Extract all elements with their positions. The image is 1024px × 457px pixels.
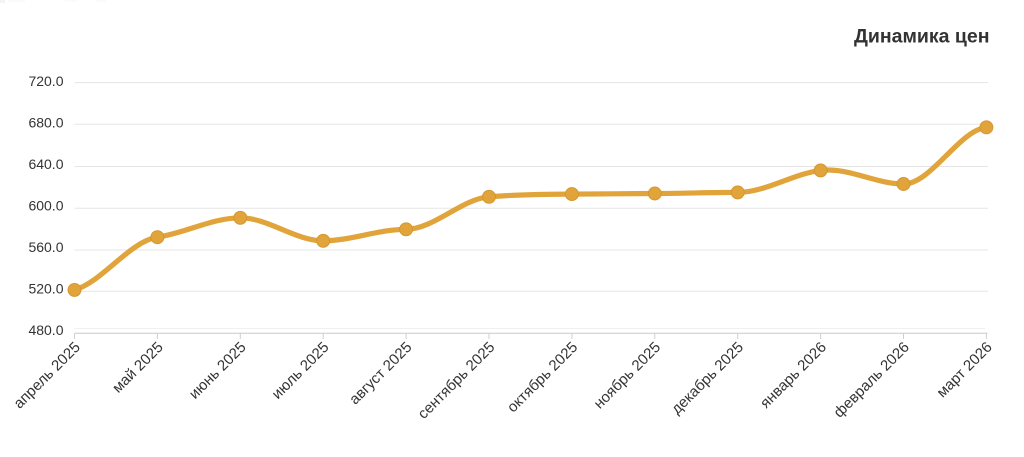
svg-text:680.0: 680.0: [28, 115, 63, 131]
svg-text:600.0: 600.0: [28, 198, 63, 214]
svg-text:520.0: 520.0: [28, 281, 63, 297]
svg-text:480.0: 480.0: [28, 322, 63, 338]
svg-text:560.0: 560.0: [28, 239, 63, 255]
svg-text:720.0: 720.0: [28, 73, 63, 89]
svg-text:640.0: 640.0: [28, 156, 63, 172]
svg-text:Динамика цен: Динамика цен: [854, 26, 990, 48]
